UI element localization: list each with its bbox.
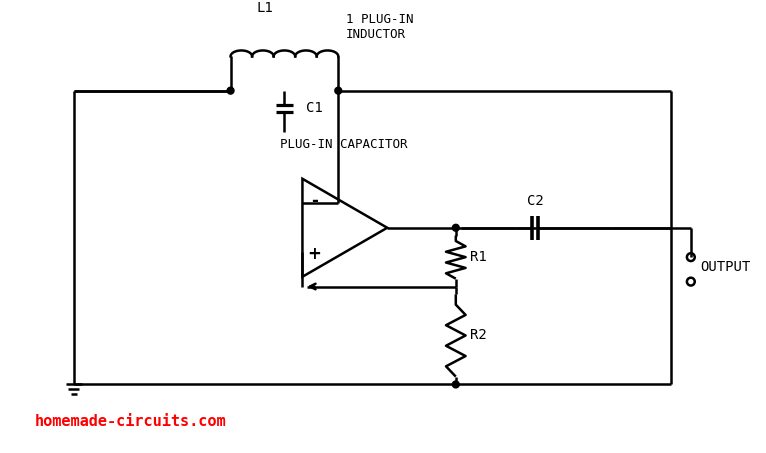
Text: homemade-circuits.com: homemade-circuits.com xyxy=(34,414,226,429)
Circle shape xyxy=(453,224,460,231)
Circle shape xyxy=(228,87,234,94)
Text: -: - xyxy=(311,193,318,210)
Circle shape xyxy=(335,87,342,94)
Text: C1: C1 xyxy=(306,101,322,116)
Text: C2: C2 xyxy=(527,194,544,208)
Text: OUTPUT: OUTPUT xyxy=(701,260,751,274)
Text: R2: R2 xyxy=(470,328,486,342)
Text: R1: R1 xyxy=(470,250,486,264)
Text: 1 PLUG-IN
INDUCTOR: 1 PLUG-IN INDUCTOR xyxy=(346,13,414,41)
Text: +: + xyxy=(307,245,321,263)
Text: L1: L1 xyxy=(257,1,273,15)
Circle shape xyxy=(453,381,460,388)
Text: PLUG-IN CAPACITOR: PLUG-IN CAPACITOR xyxy=(280,138,407,151)
